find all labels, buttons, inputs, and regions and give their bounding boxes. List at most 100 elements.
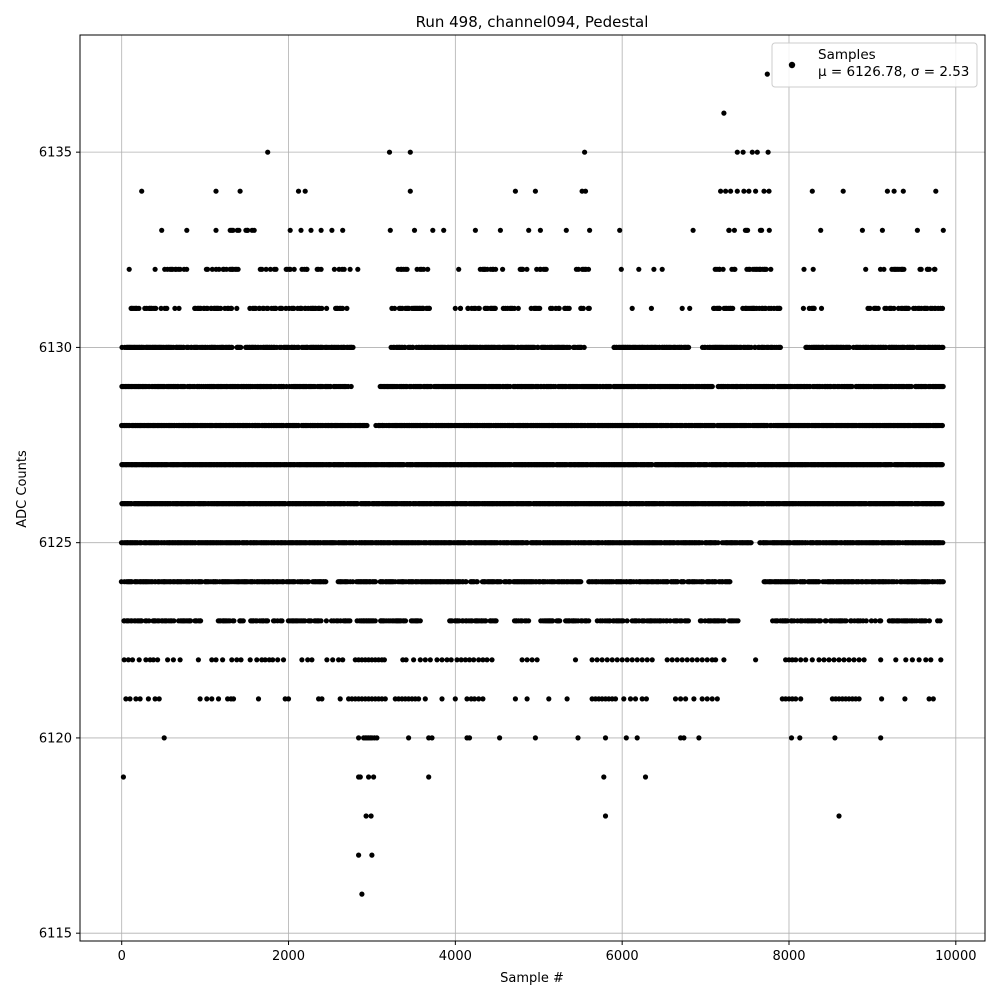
data-point: [247, 657, 253, 663]
data-point: [152, 696, 158, 702]
data-point: [422, 696, 428, 702]
data-point: [816, 579, 822, 585]
data-point: [188, 618, 194, 624]
data-point: [534, 657, 540, 663]
data-point: [406, 735, 412, 741]
data-point: [305, 657, 311, 663]
data-point: [642, 774, 649, 780]
data-point: [127, 696, 133, 702]
data-point: [926, 618, 933, 624]
data-point: [851, 657, 857, 663]
data-point: [678, 696, 684, 702]
data-point: [550, 618, 556, 624]
data-point: [602, 735, 609, 741]
data-point: [262, 657, 268, 663]
data-point: [133, 696, 139, 702]
data-point: [809, 657, 815, 663]
data-point: [306, 579, 312, 585]
data-point: [229, 657, 235, 663]
data-point: [698, 618, 705, 624]
data-point: [123, 696, 129, 702]
data-point: [356, 735, 362, 741]
data-point: [572, 657, 579, 663]
data-point: [529, 657, 535, 663]
data-point: [155, 657, 161, 663]
data-point: [220, 657, 226, 663]
data-point: [715, 540, 721, 546]
data-point: [330, 657, 336, 663]
data-point: [213, 657, 219, 663]
data-point: [526, 618, 532, 624]
data-point: [634, 657, 640, 663]
data-point: [265, 618, 271, 624]
data-point: [416, 696, 422, 702]
data-point: [129, 657, 136, 663]
data-point: [856, 696, 862, 702]
data-point: [923, 657, 929, 663]
data-point: [575, 735, 581, 741]
data-point: [793, 657, 799, 663]
data-point: [463, 579, 469, 585]
data-point: [275, 657, 281, 663]
data-point: [940, 383, 946, 390]
data-point: [198, 618, 204, 624]
data-point: [197, 696, 203, 702]
data-point: [609, 657, 615, 663]
data-point: [484, 657, 490, 663]
data-point: [797, 735, 803, 741]
data-point: [369, 852, 375, 858]
data-point: [426, 774, 432, 780]
data-point: [323, 579, 329, 585]
data-point: [604, 657, 610, 663]
data-point: [323, 618, 329, 624]
data-point: [557, 618, 563, 624]
data-point: [798, 696, 804, 702]
data-point: [476, 657, 482, 663]
data-point: [480, 696, 486, 702]
data-point: [664, 657, 670, 663]
data-point: [471, 657, 477, 663]
data-point: [363, 813, 369, 819]
data-point: [691, 696, 697, 702]
data-point: [667, 618, 673, 624]
data-point: [215, 696, 222, 702]
data-point: [238, 657, 244, 663]
data-point: [337, 696, 343, 702]
data-point: [928, 657, 934, 663]
data-point: [689, 657, 695, 663]
data-point: [926, 696, 932, 702]
data-point: [632, 696, 639, 702]
data-point: [125, 657, 131, 663]
data-point: [856, 657, 862, 663]
data-point: [171, 618, 177, 624]
data-point: [471, 696, 478, 702]
data-point: [612, 696, 619, 702]
data-point: [694, 657, 700, 663]
data-point: [675, 579, 681, 585]
data-point: [727, 579, 733, 585]
data-point: [836, 813, 842, 819]
data-point: [434, 657, 440, 663]
data-point: [177, 657, 183, 663]
data-point: [230, 696, 237, 702]
data-point: [454, 657, 460, 663]
data-point: [143, 657, 149, 663]
data-point: [832, 735, 838, 741]
data-point: [366, 774, 372, 780]
data-point: [121, 657, 127, 663]
data-point: [599, 657, 605, 663]
data-point: [644, 657, 650, 663]
data-point: [713, 657, 719, 663]
data-point: [439, 696, 445, 702]
data-point: [524, 696, 530, 702]
data-point: [623, 735, 629, 741]
data-point: [356, 852, 362, 858]
data-point: [270, 657, 276, 663]
data-point: [649, 657, 655, 663]
data-point: [902, 696, 908, 702]
data-point: [427, 657, 433, 663]
data-point: [643, 696, 650, 702]
data-point: [803, 657, 809, 663]
data-point: [793, 696, 799, 702]
